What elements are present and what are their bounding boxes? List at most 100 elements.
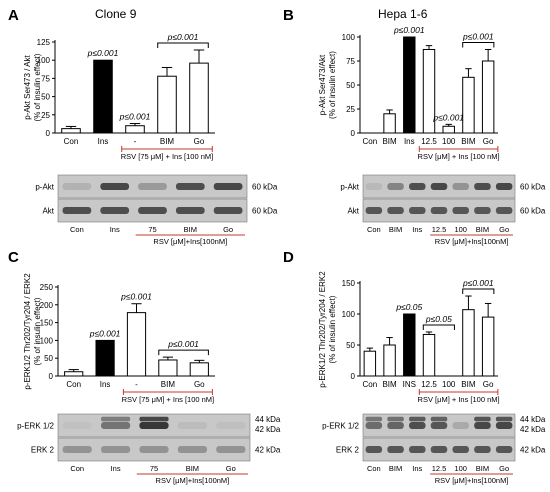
significance-label: p≤0.05 [395, 302, 422, 312]
significance-bracket [157, 42, 209, 49]
significance-label: p≤0.05 [425, 314, 452, 324]
significance-label: p≤0.001 [462, 31, 494, 41]
bar [125, 125, 145, 134]
significance-bracket [158, 349, 209, 356]
blot-treatment-label: RSV [μM]+Ins[100nM] [435, 237, 509, 246]
y-axis-label: (% of insulin effect) [33, 297, 42, 365]
y-tick-label: 100 [40, 336, 54, 345]
blot-row-label: ERK 2 [31, 446, 55, 455]
bar [403, 36, 416, 134]
significance-label: p≤0.001 [167, 32, 199, 42]
y-tick-label: 150 [342, 279, 356, 288]
blot-lane-label: Ins [110, 225, 120, 234]
blot-lane-label: BIM [389, 464, 402, 473]
blot-treatment-label: RSV [μM]+Ins[100nM] [435, 476, 509, 485]
x-tick-label: 100 [442, 380, 456, 389]
blot-lane-label: Go [499, 464, 509, 473]
significance-label: p≤0.001 [89, 328, 121, 338]
blot-kda-label: 42 kDa [520, 425, 546, 434]
blot-band [387, 183, 404, 190]
y-tick-label: 125 [37, 38, 51, 47]
x-tick-label: BIM [382, 380, 397, 389]
blot-lane-label: BIM [184, 225, 197, 234]
bar [481, 60, 495, 134]
bar [363, 350, 377, 377]
blot-lane-label: 75 [148, 225, 156, 234]
blot-band [100, 207, 130, 214]
blot-band [452, 207, 469, 214]
y-tick-label: 50 [346, 341, 355, 350]
blot-band [365, 416, 383, 422]
blot-kda-label: 60 kDa [252, 183, 278, 192]
blot-lane-label: Con [70, 464, 84, 473]
panel-letter: D [283, 249, 294, 266]
x-tick-label: Go [483, 380, 494, 389]
blot-row-label: p-ERK 1/2 [17, 422, 54, 431]
blot-band [101, 416, 131, 422]
x-tick-label: Ins [100, 380, 111, 389]
significance-bracket [462, 41, 495, 48]
blot-lane-label: Ins [412, 464, 422, 473]
blot-band [175, 207, 205, 214]
blot-band [409, 422, 426, 429]
blot-band [474, 416, 491, 422]
y-axis-label: p-Akt Ser473/Akt [318, 54, 327, 115]
blot-band [138, 183, 167, 190]
x-tick-label: Go [194, 137, 205, 146]
blot-band [409, 416, 426, 422]
significance-label: p≤0.001 [119, 112, 151, 122]
x-tick-label: Con [66, 380, 81, 389]
blot-lane-label: Ins [111, 464, 121, 473]
y-tick-label: 100 [37, 56, 51, 65]
blot-band [177, 422, 207, 429]
y-tick-label: 75 [346, 57, 355, 66]
bar [422, 333, 436, 377]
blot-treatment-label: RSV [μM]+Ins[100nM] [156, 476, 230, 485]
treatment-label: RSV [μM] + Ins [100 nM] [418, 152, 500, 161]
blot-row-label: ERK 2 [336, 446, 360, 455]
blot-band [430, 422, 448, 429]
blot-row-label: Akt [347, 207, 359, 216]
blot-band [216, 422, 246, 429]
blot-band [62, 207, 92, 214]
blot-band [452, 183, 469, 190]
y-tick-label: 0 [351, 129, 356, 138]
y-tick-label: 0 [49, 372, 54, 381]
x-tick-label: INS [403, 380, 416, 389]
bar [64, 371, 84, 377]
blot-band [409, 207, 426, 214]
blot-band [365, 446, 383, 453]
blot-band [387, 207, 404, 214]
blot-band [474, 422, 491, 429]
y-tick-label: 50 [44, 354, 53, 363]
blot-lane-label: Go [499, 225, 509, 234]
x-tick-label: - [134, 137, 137, 146]
y-tick-label: 250 [40, 283, 54, 292]
blot-row-label: Akt [42, 207, 54, 216]
bar [403, 313, 416, 377]
blot-lane-label: 75 [150, 464, 158, 473]
x-tick-label: BIM [461, 380, 476, 389]
significance-label: p≤0.001 [462, 278, 494, 288]
blot-band [387, 422, 404, 429]
y-tick-label: 75 [41, 74, 50, 83]
y-axis-label: p-ERK1/2 Thr202/Tyr204 / ERK2 [23, 273, 32, 390]
blot-band [430, 446, 448, 453]
blot-kda-label: 44 kDa [520, 415, 546, 424]
blot-lane-label: Go [226, 464, 236, 473]
blot-lane-label: Ins [412, 225, 422, 234]
blot-band [175, 183, 205, 190]
blot-band [139, 416, 169, 422]
y-axis-label: p-Akt Ser473 / Akt [23, 54, 32, 119]
blot-lane-label: 12.5 [432, 225, 447, 234]
blot-lane-label: Go [223, 225, 233, 234]
bar [481, 316, 495, 377]
significance-label: p≤0.001 [167, 339, 199, 349]
panel-a: A Clone 9 0 25 50 75 100 125 p-Akt Ser473 / Akt(… [8, 7, 278, 246]
x-tick-label: 12.5 [421, 137, 437, 146]
blot-band [474, 446, 491, 453]
bar [158, 359, 178, 377]
blot-band [495, 207, 513, 214]
bar [462, 76, 475, 134]
x-tick-label: Con [363, 137, 378, 146]
